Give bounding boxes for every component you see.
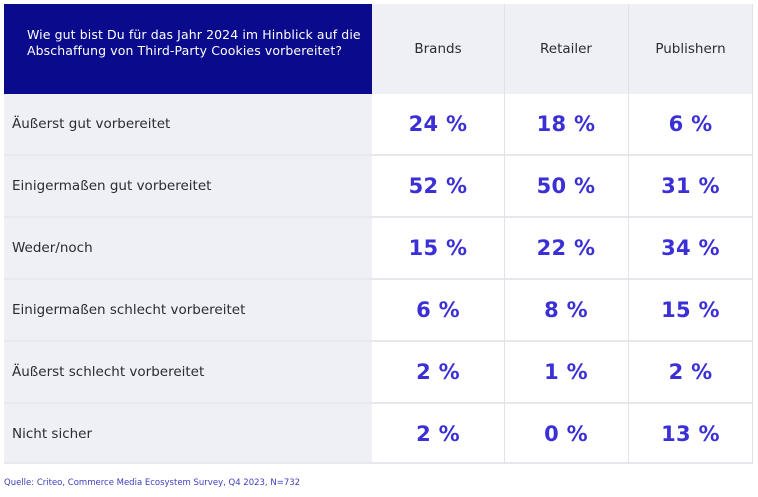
table-row: Nicht sicher 2 % 0 % 13 %: [4, 404, 753, 464]
table-row: Äußerst gut vorbereitet 24 % 18 % 6 %: [4, 94, 753, 154]
cell-brands: 15 %: [372, 218, 504, 278]
question-header: Wie gut bist Du für das Jahr 2024 im Hin…: [4, 4, 372, 94]
table-row: Weder/noch 15 % 22 % 34 %: [4, 218, 753, 278]
cell-retailer: 18 %: [504, 94, 628, 154]
column-divider: [504, 4, 505, 464]
row-label: Äußerst schlecht vorbereitet: [4, 342, 372, 402]
cell-brands: 6 %: [372, 280, 504, 340]
cell-publishern: 13 %: [628, 404, 753, 464]
cell-retailer: 0 %: [504, 404, 628, 464]
source-note: Quelle: Criteo, Commerce Media Ecosystem…: [4, 478, 301, 488]
table-row: Äußerst schlecht vorbereitet 2 % 1 % 2 %: [4, 342, 753, 402]
row-divider: [4, 340, 753, 342]
cell-brands: 2 %: [372, 342, 504, 402]
column-header-retailer: Retailer: [504, 4, 628, 94]
table-row: Einigermaßen schlecht vorbereitet 6 % 8 …: [4, 280, 753, 340]
row-divider: [4, 216, 753, 218]
table-bottom-border: [4, 462, 753, 464]
cell-publishern: 2 %: [628, 342, 753, 402]
column-divider: [628, 4, 629, 464]
row-label: Einigermaßen gut vorbereitet: [4, 156, 372, 216]
cell-brands: 24 %: [372, 94, 504, 154]
cell-brands: 2 %: [372, 404, 504, 464]
cell-brands: 52 %: [372, 156, 504, 216]
row-label: Nicht sicher: [4, 404, 372, 464]
table-header-row: Wie gut bist Du für das Jahr 2024 im Hin…: [4, 4, 753, 94]
survey-table: Wie gut bist Du für das Jahr 2024 im Hin…: [4, 4, 753, 464]
column-header-brands: Brands: [372, 4, 504, 94]
table-row: Einigermaßen gut vorbereitet 52 % 50 % 3…: [4, 156, 753, 216]
cell-publishern: 34 %: [628, 218, 753, 278]
cell-retailer: 1 %: [504, 342, 628, 402]
column-header-publishern: Publishern: [628, 4, 753, 94]
row-label: Weder/noch: [4, 218, 372, 278]
row-label: Äußerst gut vorbereitet: [4, 94, 372, 154]
cell-publishern: 6 %: [628, 94, 753, 154]
row-label: Einigermaßen schlecht vorbereitet: [4, 280, 372, 340]
cell-retailer: 50 %: [504, 156, 628, 216]
row-divider: [4, 402, 753, 404]
table-right-border: [752, 4, 753, 464]
cell-retailer: 22 %: [504, 218, 628, 278]
cell-publishern: 31 %: [628, 156, 753, 216]
cell-publishern: 15 %: [628, 280, 753, 340]
row-divider: [4, 278, 753, 280]
cell-retailer: 8 %: [504, 280, 628, 340]
row-divider: [4, 154, 753, 156]
